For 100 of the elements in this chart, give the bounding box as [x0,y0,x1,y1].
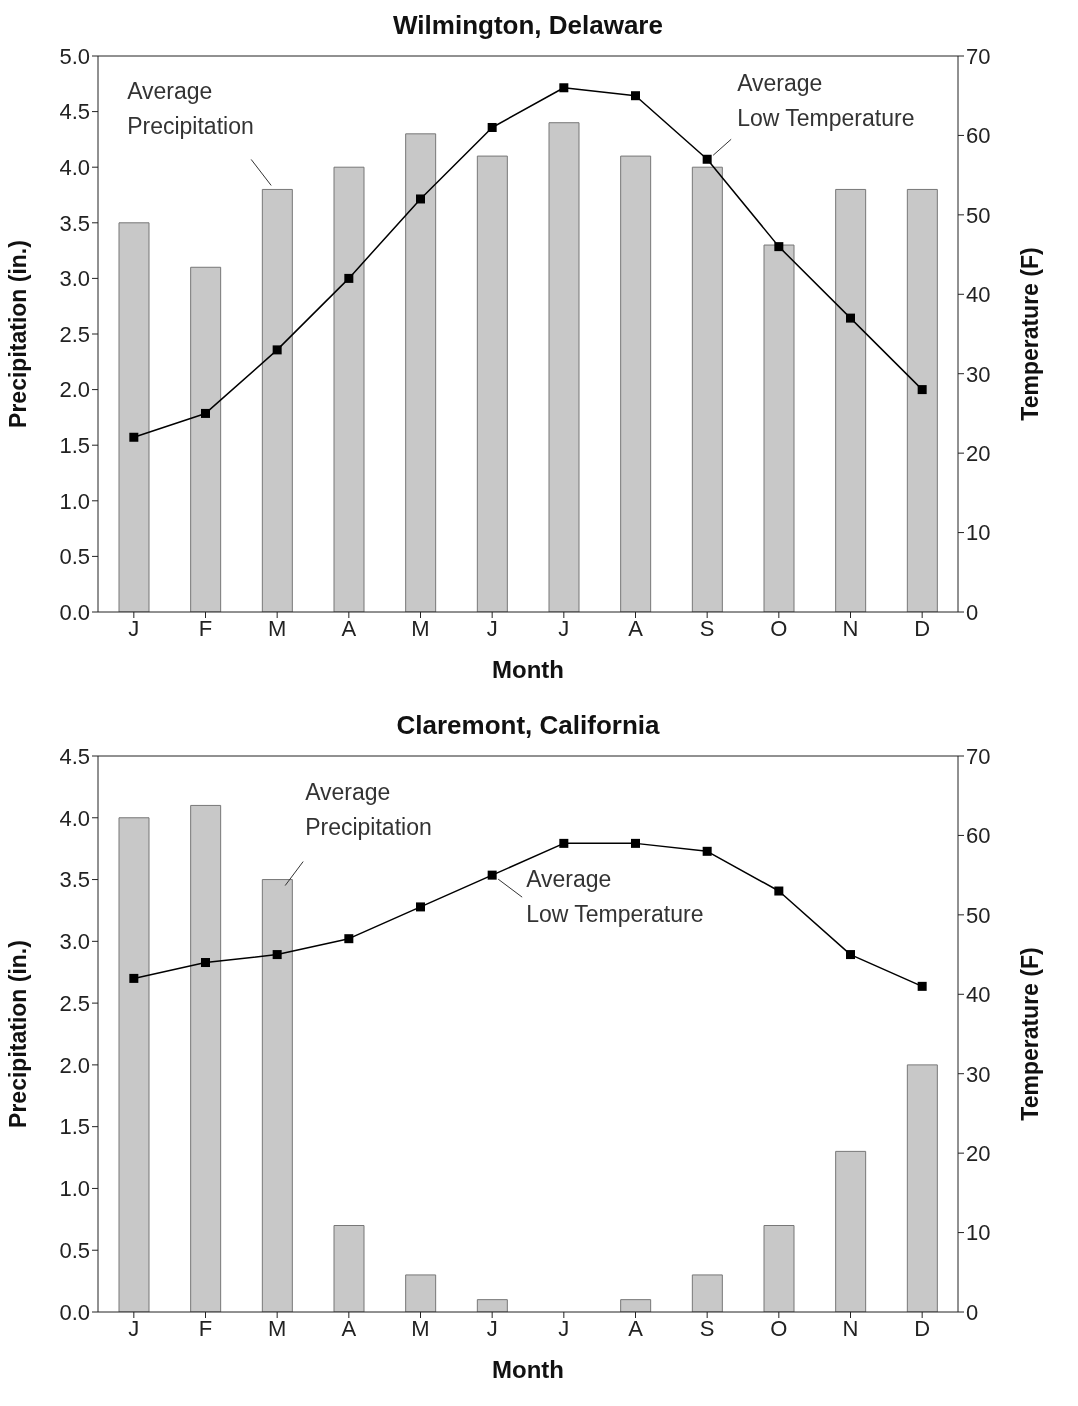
point [774,886,784,896]
y-tick-label: 1.0 [59,488,90,514]
x-tick-label: O [770,1315,788,1341]
y2-axis-title: Temperature (F) [1017,947,1044,1121]
point [201,408,210,418]
bar [333,166,365,612]
point [702,846,712,856]
point [272,345,282,355]
y-tick-label: 4.0 [59,805,90,831]
y-tick-label: 3.0 [59,929,90,955]
x-tick-label: M [268,1315,287,1341]
x-tick-label: F [198,615,213,641]
y2-tick-label: 30 [966,361,991,387]
x-tick-label: J [128,615,140,641]
x-tick-label: J [128,1315,140,1341]
x-axis-title: Month [492,1356,564,1383]
bar [476,1299,508,1312]
y2-tick-label: 30 [966,1061,991,1087]
point [917,385,927,395]
bar [691,166,723,612]
x-tick-label: D [914,615,931,641]
y2-tick-label: 50 [966,202,991,228]
y2-tick-label: 10 [966,520,991,546]
series-label: Average Precipitation [305,778,432,840]
y-tick-label: 3.5 [59,867,90,893]
point [487,870,497,880]
x-tick-label: D [914,1315,931,1341]
y-tick-label: 0.5 [59,544,90,570]
y2-tick-label: 0 [966,599,979,625]
point [416,194,425,204]
y2-tick-label: 20 [966,1140,991,1166]
y-tick-label: 4.5 [59,743,90,769]
y2-tick-label: 10 [966,1220,991,1246]
y2-tick-label: 20 [966,440,991,466]
y-tick-label: 2.0 [59,1052,90,1078]
point [344,934,354,944]
x-tick-label: A [341,1315,357,1341]
bar [691,1274,723,1312]
bar [906,188,938,612]
point [559,83,569,93]
point [702,154,712,164]
x-tick-label: J [558,615,570,641]
bar [763,244,795,612]
y2-tick-label: 0 [966,1299,979,1325]
bar [620,1299,652,1312]
y2-tick-label: 60 [966,823,991,849]
bar [620,155,652,612]
y-tick-label: 4.0 [59,155,90,181]
bar [118,222,150,612]
point [129,432,139,442]
bar [476,155,508,612]
bar [190,266,222,612]
x-tick-label: M [411,615,430,641]
y-tick-label: 2.0 [59,377,90,403]
point [917,981,927,991]
y-tick-label: 1.5 [59,1114,90,1140]
point [416,902,425,912]
series-label: Average Low Temperature [526,866,704,928]
point [774,242,784,252]
bar [405,133,437,612]
bar [190,804,222,1312]
x-tick-label: M [411,1315,430,1341]
bar [118,817,150,1312]
y-tick-label: 0.0 [59,1299,90,1325]
y2-tick-label: 40 [966,282,991,308]
chart-title: Claremont, California [395,709,661,742]
y-tick-label: 5.0 [59,43,90,69]
y2-tick-label: 70 [966,43,991,69]
y-axis-title: Precipitation (in.) [5,240,32,428]
bar [405,1274,437,1312]
text: Average Precipitation [127,78,254,140]
bar [548,122,580,612]
y-tick-label: 3.5 [59,210,90,236]
bar [261,188,293,612]
x-tick-label: N [842,1315,859,1341]
x-tick-label: J [486,1315,498,1341]
point [487,122,497,132]
point [631,838,640,848]
y-tick-label: 2.5 [59,321,90,347]
bar [763,1225,795,1312]
point [559,838,569,848]
point [129,973,139,983]
x-tick-label: J [558,1315,570,1341]
y2-tick-label: 70 [966,743,991,769]
y2-axis-title: Temperature (F) [1017,247,1044,421]
bar [333,1225,365,1312]
y-axis-title: Precipitation (in.) [5,940,32,1128]
bar [906,1064,938,1312]
x-tick-label: S [699,1315,715,1341]
bar [261,879,293,1312]
y-tick-label: 3.0 [59,266,90,292]
point [631,91,640,101]
x-tick-label: A [341,615,357,641]
x-tick-label: F [198,1315,213,1341]
y-tick-label: 0.5 [59,1238,90,1264]
x-tick-label: S [699,615,715,641]
x-tick-label: A [628,1315,644,1341]
y-tick-label: 2.5 [59,990,90,1016]
x-axis-title: Month [492,656,564,683]
x-tick-label: O [770,615,788,641]
